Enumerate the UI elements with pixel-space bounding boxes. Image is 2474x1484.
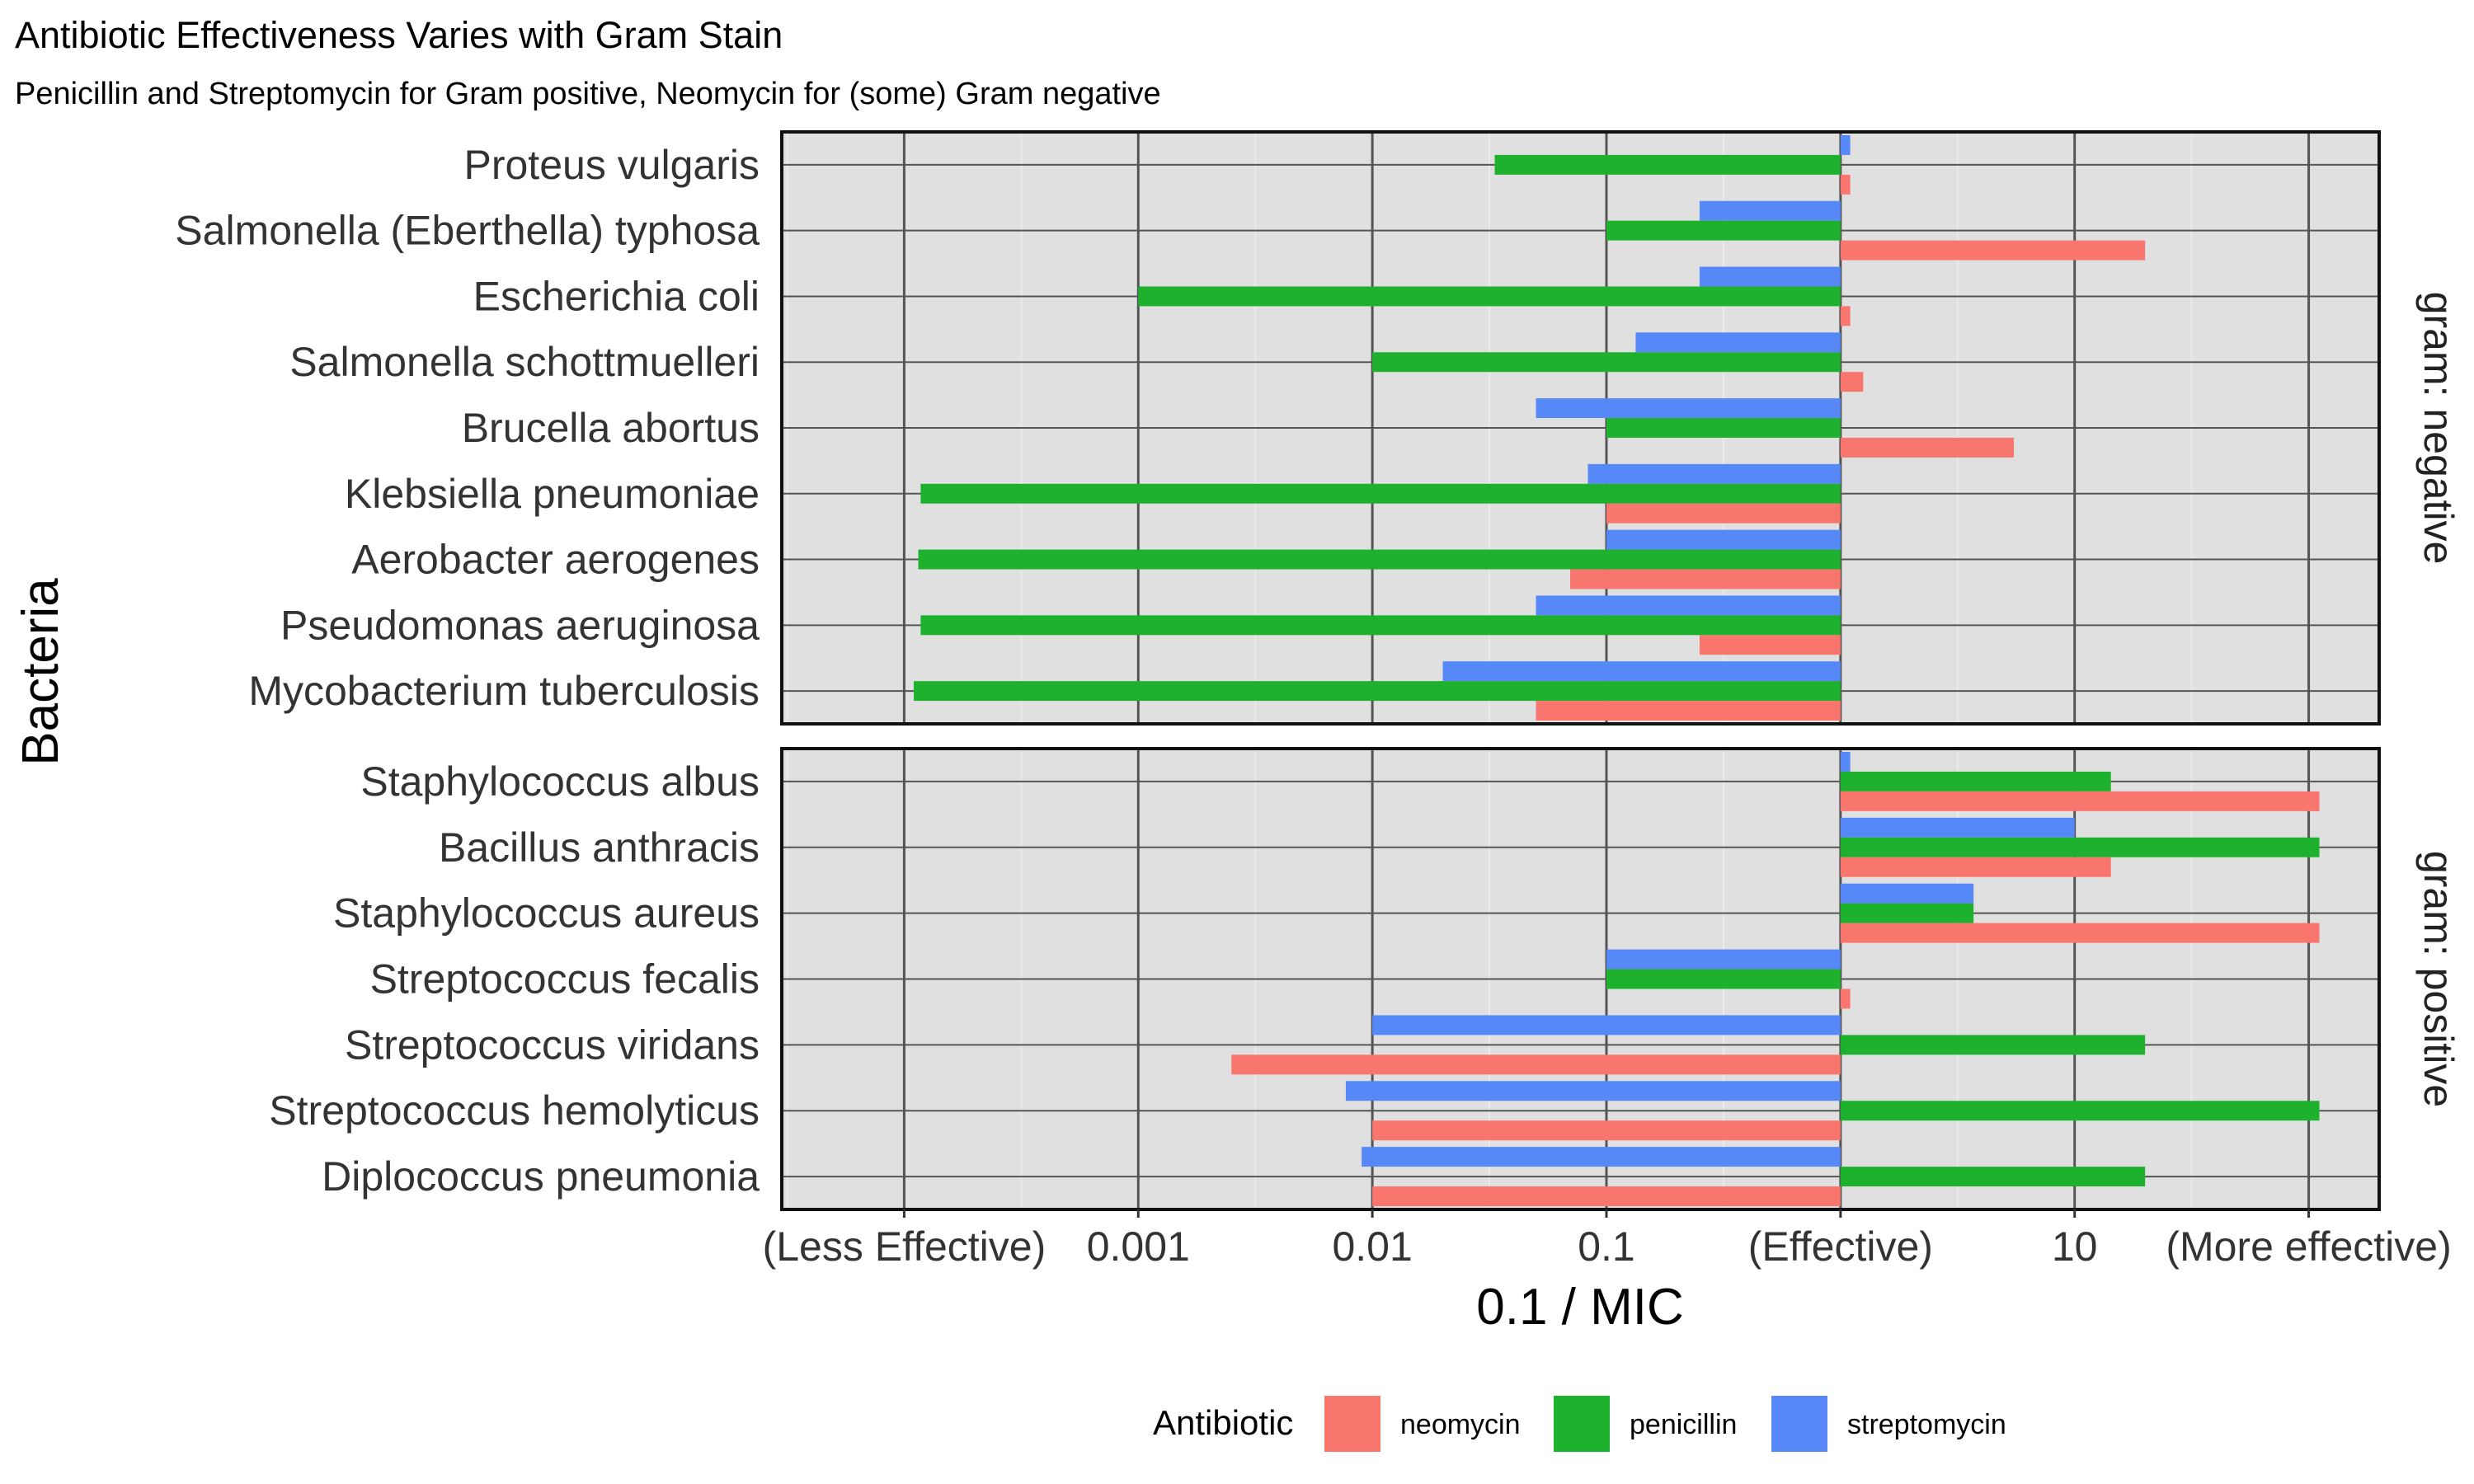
bar-penicillin-bacillus-anthracis [1840,837,2320,857]
y-tick-label: Diplococcus pneumonia [322,1153,760,1200]
chart-title: Antibiotic Effectiveness Varies with Gra… [15,14,783,56]
bar-penicillin-streptococcus-fecalis [1606,969,1841,989]
facet-panel: Proteus vulgaris Salmonella (Eberthella) … [175,130,2462,726]
x-tick-label: 10 [2052,1223,2098,1270]
y-tick-label: Staphylococcus aureus [333,890,760,937]
facet-strip-label: gram: negative [2415,292,2462,565]
bar-penicillin-klebsiella-pneumoniae [920,483,1841,504]
bar-penicillin-salmonella-schottmuelleri [1372,352,1841,373]
bar-streptomycin-staphylococcus-aureus [1840,883,1974,904]
chart-subtitle: Penicillin and Streptomycin for Gram pos… [15,77,1161,111]
legend-key-neomycin [1324,1396,1380,1452]
bar-streptomycin-streptococcus-fecalis [1606,949,1841,970]
bar-streptomycin-bacillus-anthracis [1840,817,2075,838]
bar-neomycin-bacillus-anthracis [1840,857,2111,877]
legend-label-streptomycin: streptomycin [1847,1409,2006,1440]
x-tick-label: (More effective) [2166,1223,2451,1270]
x-tick-label: (Less Effective) [763,1223,1047,1270]
y-tick-label: Klebsiella pneumoniae [345,471,760,517]
panel-border [780,747,2381,1211]
y-tick-label: Streptococcus hemolyticus [269,1087,760,1134]
y-tick-label: Salmonella (Eberthella) typhosa [175,208,760,254]
x-tick-label: (Effective) [1748,1223,1933,1270]
legend-label-neomycin: neomycin [1400,1409,1521,1440]
bar-penicillin-mycobacterium-tuberculosis [914,681,1841,702]
y-tick-label: Aerobacter aerogenes [351,537,760,583]
y-tick-label: Mycobacterium tuberculosis [248,668,760,714]
bar-penicillin-diplococcus-pneumonia [1840,1167,2146,1187]
bar-streptomycin-streptococcus-viridans [1372,1015,1841,1036]
y-tick-label: Salmonella schottmuelleri [289,339,760,385]
bar-penicillin-proteus-vulgaris [1494,154,1841,175]
bar-neomycin-staphylococcus-albus [1840,791,2320,811]
panel-border [780,130,2381,726]
x-axis: (Less Effective) 0.001 0.01 0.1 (Effective) 1… [763,1209,2452,1270]
bar-streptomycin-staphylococcus-albus [1840,751,1851,772]
bar-neomycin-staphylococcus-aureus [1840,923,2320,943]
bar-streptomycin-pseudomonas-aeruginosa [1536,595,1841,616]
x-tick-label: 0.1 [1578,1223,1635,1270]
bar-neomycin-streptococcus-fecalis [1840,989,1851,1009]
bar-streptomycin-salmonella-eberthella-typhosa [1699,200,1841,221]
facet-panel: Staphylococcus albus Bacillus anthracis St… [269,747,2462,1211]
bar-neomycin-salmonella-eberthella-typhosa [1840,240,2146,261]
bar-neomycin-mycobacterium-tuberculosis [1536,701,1841,721]
bar-neomycin-diplococcus-pneumonia [1372,1186,1841,1207]
legend-title: Antibiotic [1153,1403,1293,1442]
bar-penicillin-escherichia-coli [1138,286,1841,307]
y-tick-label: Streptococcus viridans [345,1021,760,1068]
bar-penicillin-brucella-abortus [1606,418,1841,438]
y-tick-label: Escherichia coli [473,273,760,319]
bar-neomycin-salmonella-schottmuelleri [1840,372,1864,392]
legend: Antibiotic neomycin penicillin streptomycin [1153,1396,2006,1452]
bar-penicillin-streptococcus-hemolyticus [1840,1101,2320,1121]
y-tick-label: Staphylococcus albus [360,758,760,805]
bar-streptomycin-escherichia-coli [1699,266,1841,287]
bar-streptomycin-salmonella-schottmuelleri [1635,332,1841,353]
chart-panels: Proteus vulgaris Salmonella (Eberthella) … [175,130,2462,1211]
bar-streptomycin-proteus-vulgaris [1840,134,1851,155]
legend-key-penicillin [1554,1396,1610,1452]
x-tick-label: 0.001 [1087,1223,1190,1270]
bar-streptomycin-klebsiella-pneumoniae [1587,463,1841,484]
bar-neomycin-streptococcus-hemolyticus [1372,1120,1841,1141]
y-tick-label: Pseudomonas aeruginosa [280,602,760,648]
y-tick-label: Bacillus anthracis [439,824,760,871]
bar-neomycin-klebsiella-pneumoniae [1606,503,1841,524]
bar-neomycin-escherichia-coli [1840,306,1851,326]
y-axis-title: Bacteria [12,578,69,766]
bar-neomycin-brucella-abortus [1840,437,2014,458]
bar-penicillin-streptococcus-viridans [1840,1035,2146,1055]
bar-neomycin-proteus-vulgaris [1840,174,1851,195]
bar-streptomycin-aerobacter-aerogenes [1606,529,1841,550]
facet-strip-label: gram: positive [2415,851,2462,1107]
bar-neomycin-streptococcus-viridans [1231,1054,1841,1075]
x-axis-title: 0.1 / MIC [1476,1279,1684,1336]
bar-penicillin-salmonella-eberthella-typhosa [1606,220,1841,241]
bar-penicillin-pseudomonas-aeruginosa [920,615,1841,636]
bar-penicillin-staphylococcus-albus [1840,771,2111,791]
bar-streptomycin-diplococcus-pneumonia [1362,1147,1841,1167]
bar-streptomycin-brucella-abortus [1536,398,1841,419]
bar-streptomycin-streptococcus-hemolyticus [1345,1081,1841,1101]
y-tick-label: Brucella abortus [462,405,760,451]
bar-neomycin-pseudomonas-aeruginosa [1699,635,1841,655]
legend-key-streptomycin [1771,1396,1827,1452]
bar-streptomycin-mycobacterium-tuberculosis [1442,661,1841,682]
y-tick-label: Streptococcus fecalis [370,956,760,1003]
x-tick-label: 0.01 [1332,1223,1412,1270]
bar-neomycin-aerobacter-aerogenes [1570,569,1841,589]
y-tick-label: Proteus vulgaris [464,142,760,188]
legend-label-penicillin: penicillin [1630,1409,1737,1440]
bar-penicillin-aerobacter-aerogenes [918,549,1841,570]
bar-penicillin-staphylococcus-aureus [1840,903,1974,923]
